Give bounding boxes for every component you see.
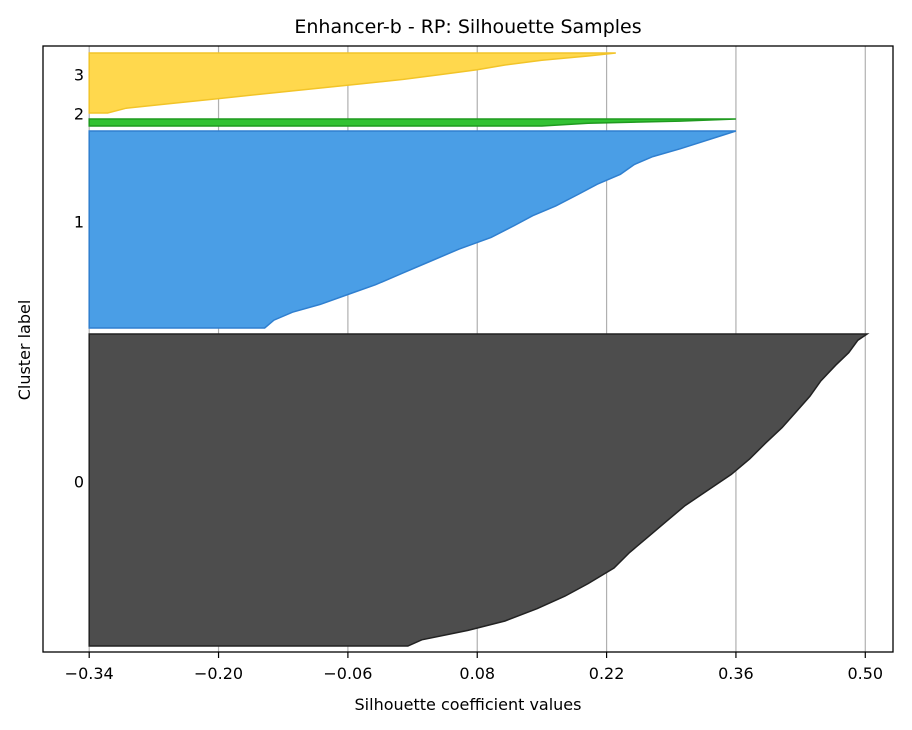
x-tick-label: 0.36 <box>718 664 754 683</box>
cluster-2-silhouette <box>88 118 736 127</box>
cluster-label-1: 1 <box>74 213 84 232</box>
x-tick-label: −0.20 <box>194 664 243 683</box>
plot-area: 0 1 2 3 −0.34 −0.20 −0.06 0.08 0.22 0.36 0.50 <box>42 45 894 683</box>
y-axis-title: Cluster label <box>15 300 34 401</box>
x-tick-label: 0.50 <box>847 664 883 683</box>
cluster-label-2: 2 <box>74 105 84 124</box>
x-axis-title: Silhouette coefficient values <box>355 695 582 714</box>
plot-frame <box>42 45 894 653</box>
x-tick-label: −0.06 <box>323 664 372 683</box>
cluster-label-3: 3 <box>74 66 84 85</box>
x-tick-label: 0.22 <box>589 664 625 683</box>
chart-title: Enhancer-b - RP: Silhouette Samples <box>294 16 641 38</box>
cluster-0-silhouette <box>88 333 870 647</box>
x-tick-label: 0.08 <box>459 664 495 683</box>
cluster-1-silhouette <box>88 130 737 329</box>
cluster-label-0: 0 <box>74 473 84 492</box>
cluster-3-silhouette <box>88 52 616 114</box>
x-tick-label: −0.34 <box>65 664 114 683</box>
